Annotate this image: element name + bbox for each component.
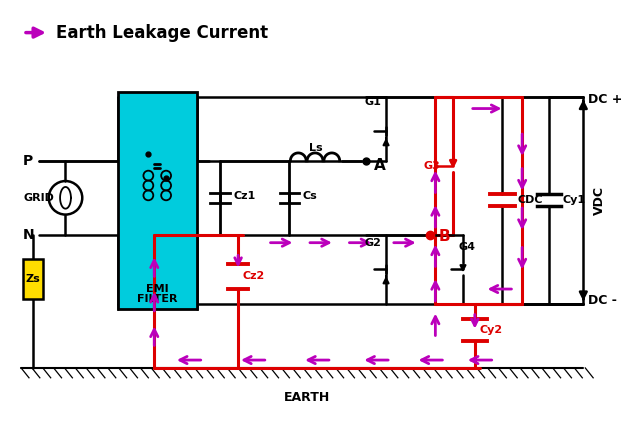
- Text: G2: G2: [364, 238, 381, 248]
- Text: Zs: Zs: [26, 274, 40, 284]
- Text: DC -: DC -: [588, 294, 617, 308]
- Text: G3: G3: [423, 161, 440, 171]
- Text: Cz2: Cz2: [242, 271, 265, 281]
- Text: GRID: GRID: [23, 193, 54, 203]
- Text: B: B: [438, 229, 450, 244]
- Text: N: N: [23, 228, 35, 242]
- Text: Earth Leakage Current: Earth Leakage Current: [55, 24, 268, 42]
- Bar: [23, 260, 43, 299]
- Text: P: P: [23, 154, 33, 168]
- Text: Cs: Cs: [302, 191, 317, 201]
- Text: DC +: DC +: [588, 93, 622, 106]
- Text: Cy2: Cy2: [480, 326, 503, 335]
- Text: EARTH: EARTH: [284, 391, 330, 404]
- Text: FILTER: FILTER: [137, 294, 178, 304]
- Text: EMI: EMI: [146, 284, 169, 294]
- Text: CDC: CDC: [517, 195, 542, 205]
- Text: VDC: VDC: [593, 186, 605, 215]
- Text: Ls: Ls: [309, 143, 323, 153]
- Text: Cy1: Cy1: [563, 195, 586, 205]
- Bar: [118, 92, 197, 309]
- Text: A: A: [374, 158, 386, 173]
- Text: G1: G1: [364, 97, 381, 106]
- Text: Cz1: Cz1: [233, 191, 255, 201]
- Text: G4: G4: [458, 242, 475, 252]
